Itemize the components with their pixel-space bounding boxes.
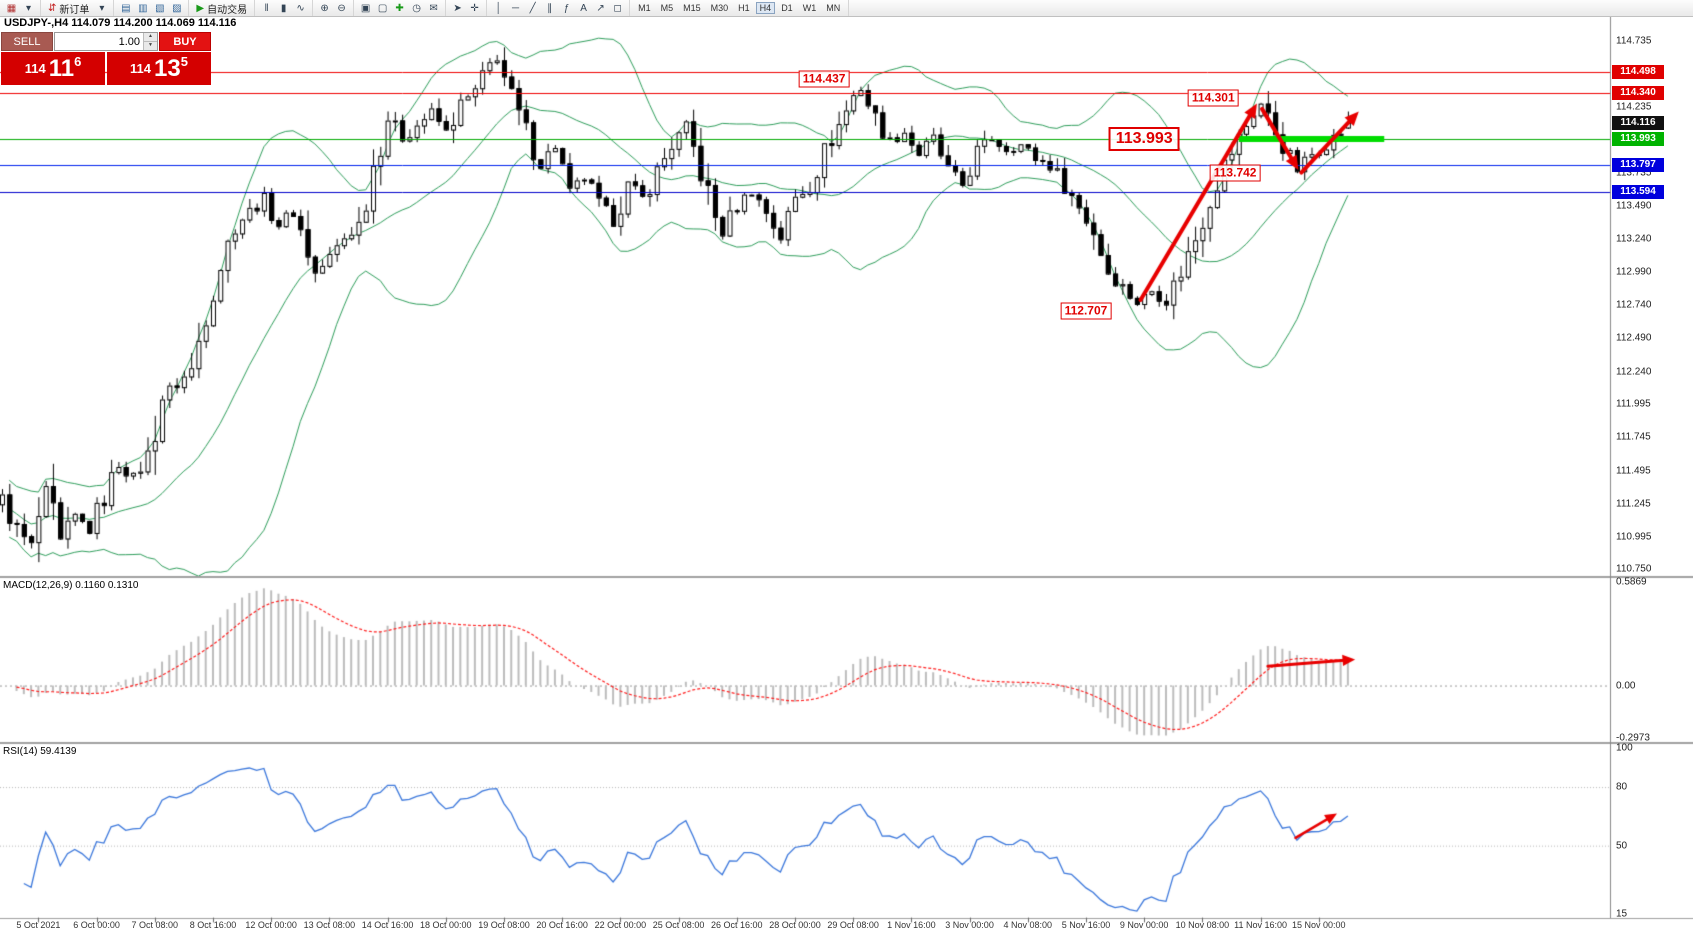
sell-button[interactable]: SELL xyxy=(1,32,53,51)
crosshair-icon[interactable]: ✛ xyxy=(470,2,479,14)
timeframe-m30-button[interactable]: M30 xyxy=(710,3,729,13)
timeframe-h4-button[interactable]: H4 xyxy=(755,2,776,14)
sell-price-display[interactable]: 114 11 6 xyxy=(1,52,105,85)
cascade-windows-icon[interactable]: ▢ xyxy=(377,2,388,14)
toolbar: ▦ ▾ ⇵ 新订单 ▾ ▤ ▥ ▧ ▨ ▶ 自动交易 ‖ ▮ ∿ ⊕ ⊖ ▣ ▢ ✚ ◷ ✉ ➤ ✛ │ ─ ╱ ∥ ƒ A ↗ ◻ M1 M5… xyxy=(0,0,1693,17)
timeframe-mn-button[interactable]: MN xyxy=(826,3,841,13)
toolbar-group: ➤ ✛ xyxy=(446,0,488,16)
tile-windows-icon[interactable]: ▣ xyxy=(360,2,371,14)
price-annotation[interactable]: 114.301 xyxy=(1187,89,1239,107)
volume-decrease-button[interactable]: ▼ xyxy=(144,41,157,50)
buy-price-main: 13 xyxy=(154,54,181,82)
timeframe-w1-button[interactable]: W1 xyxy=(802,3,817,13)
new-order-button-icon: ⇵ xyxy=(48,2,57,14)
price-annotation[interactable]: 113.742 xyxy=(1209,164,1261,182)
text-label-icon[interactable]: A xyxy=(580,2,587,14)
volume-input[interactable] xyxy=(55,33,143,50)
mail-icon[interactable]: ✉ xyxy=(429,2,438,14)
toolbar-group: ▤ ▥ ▧ ▨ xyxy=(114,0,190,16)
volume-spinners: ▲ ▼ xyxy=(143,33,157,50)
buy-price-prefix: 114 xyxy=(130,61,152,76)
fibonacci-icon[interactable]: ƒ xyxy=(563,2,570,14)
add-indicator-icon[interactable]: ✚ xyxy=(395,2,404,14)
timeframe-m1-button[interactable]: M1 xyxy=(638,3,651,13)
toolbar-group: ⊕ ⊖ xyxy=(313,0,355,16)
line-chart-icon[interactable]: ∿ xyxy=(296,2,305,14)
toolbar-group: ▣ ▢ ✚ ◷ ✉ xyxy=(354,0,447,16)
horizontal-line-icon[interactable]: ─ xyxy=(512,2,520,14)
timeframe-m15-button[interactable]: M15 xyxy=(683,3,701,13)
chart-window-usdjpy-h4: USDJPY-,H4 114.079 114.200 114.069 114.1… xyxy=(0,16,1693,934)
new-chart-icon[interactable]: ▦ xyxy=(6,2,17,14)
data-window-icon[interactable]: ▥ xyxy=(138,2,148,14)
bar-chart-icon[interactable]: ‖ xyxy=(264,2,269,14)
sell-price-prefix: 114 xyxy=(24,61,46,76)
new-order-button-label: 新订单 xyxy=(59,4,90,16)
sell-price-pip: 6 xyxy=(74,54,82,69)
price-annotation[interactable]: 113.993 xyxy=(1108,127,1180,152)
trendline-icon[interactable]: ╱ xyxy=(529,2,536,14)
toolbar-group: M1 M5 M15 M30 H1 H4 D1 W1 MN xyxy=(630,0,850,16)
new-chart-dropdown-icon[interactable]: ▾ xyxy=(25,2,32,14)
toolbar-group: ⇵ 新订单 ▾ xyxy=(41,0,115,16)
ohlc-header: USDJPY-,H4 114.079 114.200 114.069 114.1… xyxy=(4,17,237,29)
sell-price-main: 11 xyxy=(48,54,75,82)
toolbar-group: │ ─ ╱ ∥ ƒ A ↗ ◻ xyxy=(487,0,631,16)
toolbar-group: ‖ ▮ ∿ xyxy=(255,0,314,16)
periods-icon[interactable]: ◷ xyxy=(412,2,421,14)
candlestick-chart-icon[interactable]: ▮ xyxy=(280,2,287,14)
arrows-tool-icon[interactable]: ↗ xyxy=(596,2,605,14)
auto-trading-button[interactable]: ▶ 自动交易 xyxy=(192,1,251,16)
auto-trading-button-label: 自动交易 xyxy=(207,4,248,16)
toolbar-group: ▶ 自动交易 xyxy=(189,0,256,16)
rsi-indicator-label: RSI(14) 59.4139 xyxy=(3,746,77,757)
new-order-button[interactable]: ⇵ 新订单 xyxy=(44,1,93,16)
buy-button[interactable]: BUY xyxy=(159,32,211,51)
buy-price-pip: 5 xyxy=(180,54,188,69)
macd-indicator-label: MACD(12,26,9) 0.1160 0.1310 xyxy=(3,580,139,591)
price-annotation[interactable]: 114.437 xyxy=(798,70,850,88)
toolbar-group: ▦ ▾ xyxy=(0,0,41,16)
price-chart-canvas[interactable] xyxy=(0,16,1693,934)
new-order-dropdown-icon[interactable]: ▾ xyxy=(99,2,105,14)
navigator-icon[interactable]: ▧ xyxy=(155,2,165,14)
timeframe-d1-button[interactable]: D1 xyxy=(781,3,793,13)
timeframe-h1-button[interactable]: H1 xyxy=(738,3,750,13)
market-watch-icon[interactable]: ▤ xyxy=(121,2,131,14)
auto-trading-button-icon: ▶ xyxy=(196,2,205,14)
price-annotation[interactable]: 112.707 xyxy=(1060,302,1112,320)
timeframe-m5-button[interactable]: M5 xyxy=(660,3,674,13)
volume-input-group: ▲ ▼ xyxy=(54,32,158,51)
buy-price-display[interactable]: 114 13 5 xyxy=(107,52,211,85)
zoom-out-icon[interactable]: ⊖ xyxy=(337,2,346,14)
terminal-icon[interactable]: ▨ xyxy=(172,2,182,14)
vertical-line-icon[interactable]: │ xyxy=(495,2,502,14)
volume-increase-button[interactable]: ▲ xyxy=(144,33,157,41)
channel-icon[interactable]: ∥ xyxy=(547,2,553,14)
cursor-icon[interactable]: ➤ xyxy=(453,2,462,14)
shapes-icon[interactable]: ◻ xyxy=(613,2,622,14)
zoom-in-icon[interactable]: ⊕ xyxy=(320,2,329,14)
